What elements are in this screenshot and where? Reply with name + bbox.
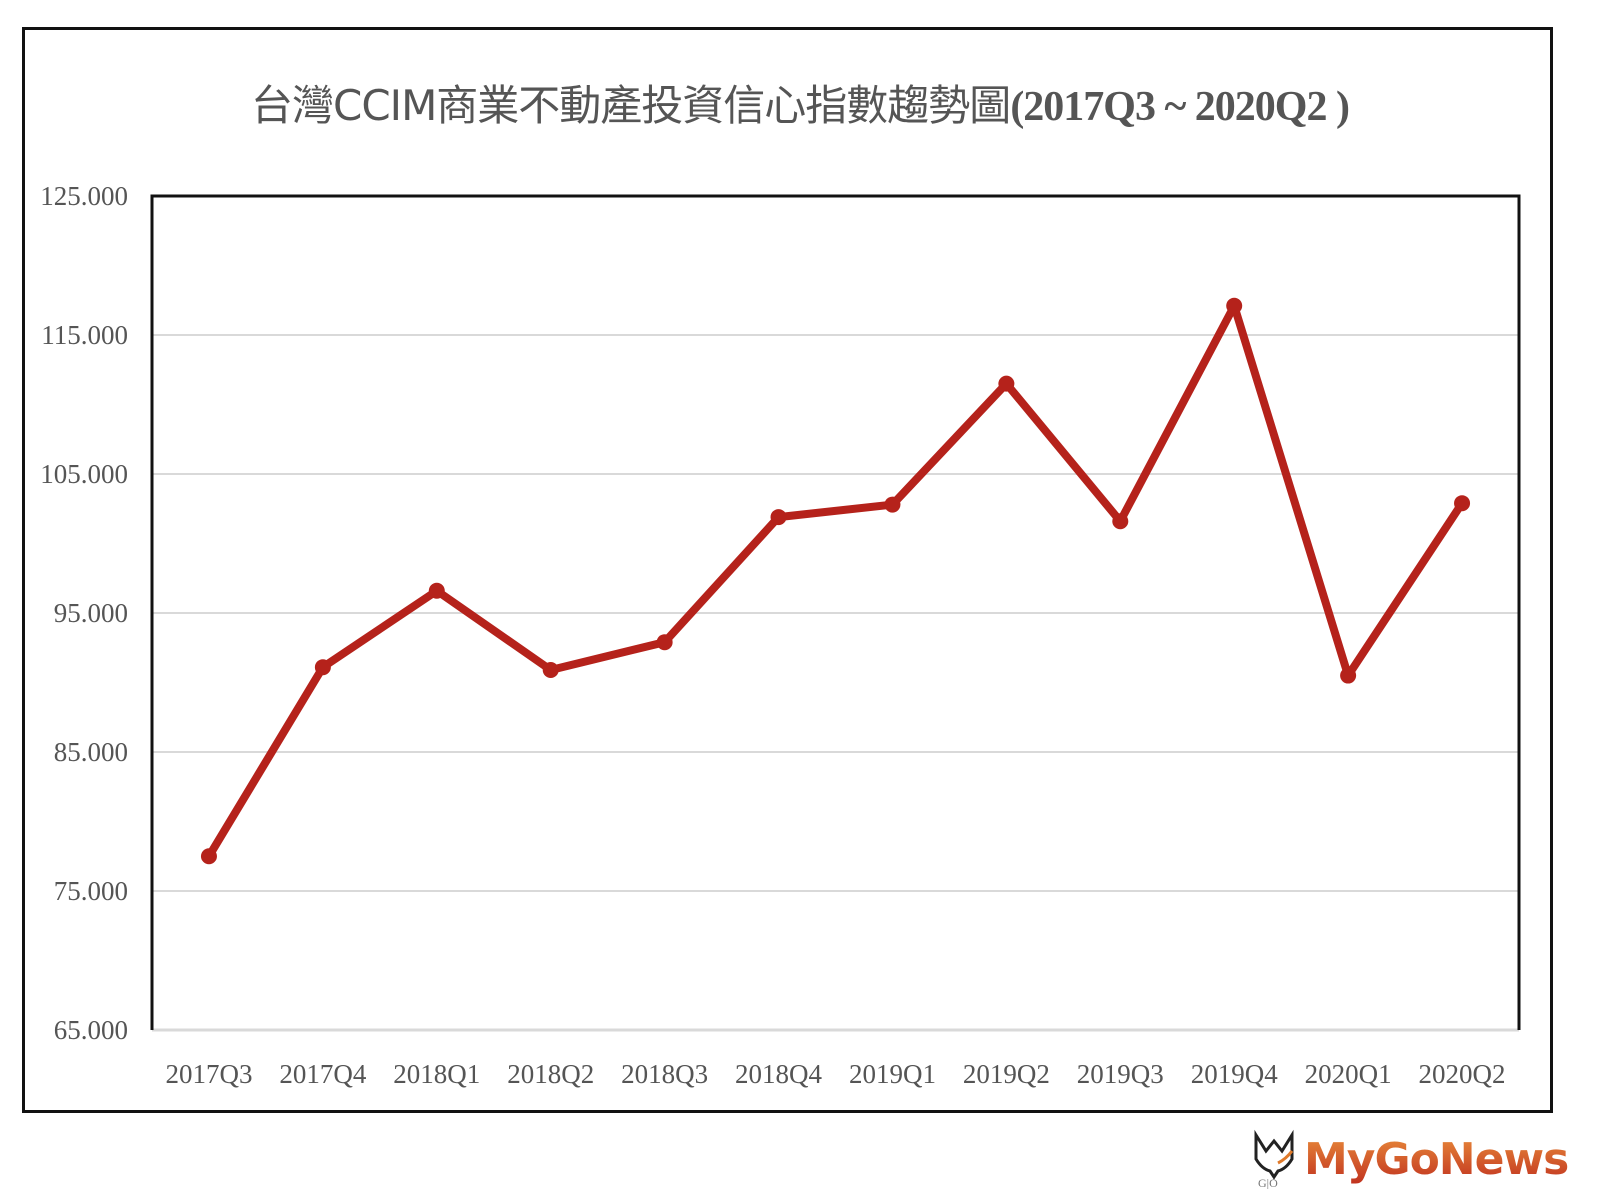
chart-title: 台灣CCIM商業不動產投資信心指數趨勢圖(2017Q3 ~ 2020Q2 ) <box>0 72 1600 133</box>
x-tick-label: 2018Q3 <box>621 1059 708 1089</box>
y-tick-label: 95.000 <box>54 598 128 628</box>
watermark-brand: MyGoNews <box>1304 1133 1569 1185</box>
y-tick-label: 115.000 <box>41 320 128 350</box>
data-point-marker <box>314 659 331 676</box>
data-point-marker <box>1226 297 1243 314</box>
x-tick-label: 2017Q3 <box>165 1059 252 1089</box>
y-tick-label: 125.000 <box>40 181 128 211</box>
y-tick-label: 105.000 <box>40 459 128 489</box>
x-tick-label: 2020Q2 <box>1419 1059 1506 1089</box>
data-point-marker <box>1112 513 1129 530</box>
data-point-marker <box>428 582 445 599</box>
data-point-marker <box>1340 667 1357 684</box>
watermark-logo: G|O MyGoNews <box>1252 1126 1569 1192</box>
plot-border <box>150 194 1521 1030</box>
chart-frame <box>22 27 1553 1113</box>
data-point-marker <box>1454 495 1471 512</box>
data-point-marker <box>998 375 1015 392</box>
chart-title-range: (2017Q3 ~ 2020Q2 ) <box>1010 84 1350 130</box>
y-tick-label: 75.000 <box>54 876 128 906</box>
x-tick-label: 2019Q1 <box>849 1059 936 1089</box>
data-point-marker <box>884 496 901 513</box>
x-tick-label: 2018Q1 <box>393 1059 480 1089</box>
gridlines <box>150 194 1521 1032</box>
data-point-marker <box>200 848 217 865</box>
x-axis-ticks: 2017Q3 2017Q4 2018Q1 2018Q2 2018Q3 2018Q4 2019… <box>165 1059 1505 1089</box>
x-tick-label: 2018Q2 <box>507 1059 594 1089</box>
x-tick-label: 2019Q2 <box>963 1059 1050 1089</box>
y-tick-label: 85.000 <box>54 737 128 767</box>
x-tick-label: 2019Q3 <box>1077 1059 1164 1089</box>
mygo-logo-icon: G|O <box>1254 1129 1294 1189</box>
y-axis-ticks: 65.000 75.000 85.000 95.000 105.000 115.000 12… <box>40 181 128 1045</box>
x-tick-label: 2018Q4 <box>735 1059 822 1089</box>
data-point-marker <box>542 661 559 678</box>
data-point-marker <box>656 634 673 651</box>
svg-text:G|O: G|O <box>1258 1176 1278 1189</box>
chart-title-text: 台灣CCIM商業不動產投資信心指數趨勢圖 <box>251 81 1011 130</box>
series-line <box>204 301 1467 861</box>
y-tick-label: 65.000 <box>54 1015 128 1045</box>
x-tick-label: 2019Q4 <box>1191 1059 1278 1089</box>
data-point-marker <box>770 509 787 526</box>
data-series <box>200 297 1471 865</box>
x-tick-label: 2017Q4 <box>279 1059 366 1089</box>
x-tick-label: 2020Q1 <box>1305 1059 1392 1089</box>
